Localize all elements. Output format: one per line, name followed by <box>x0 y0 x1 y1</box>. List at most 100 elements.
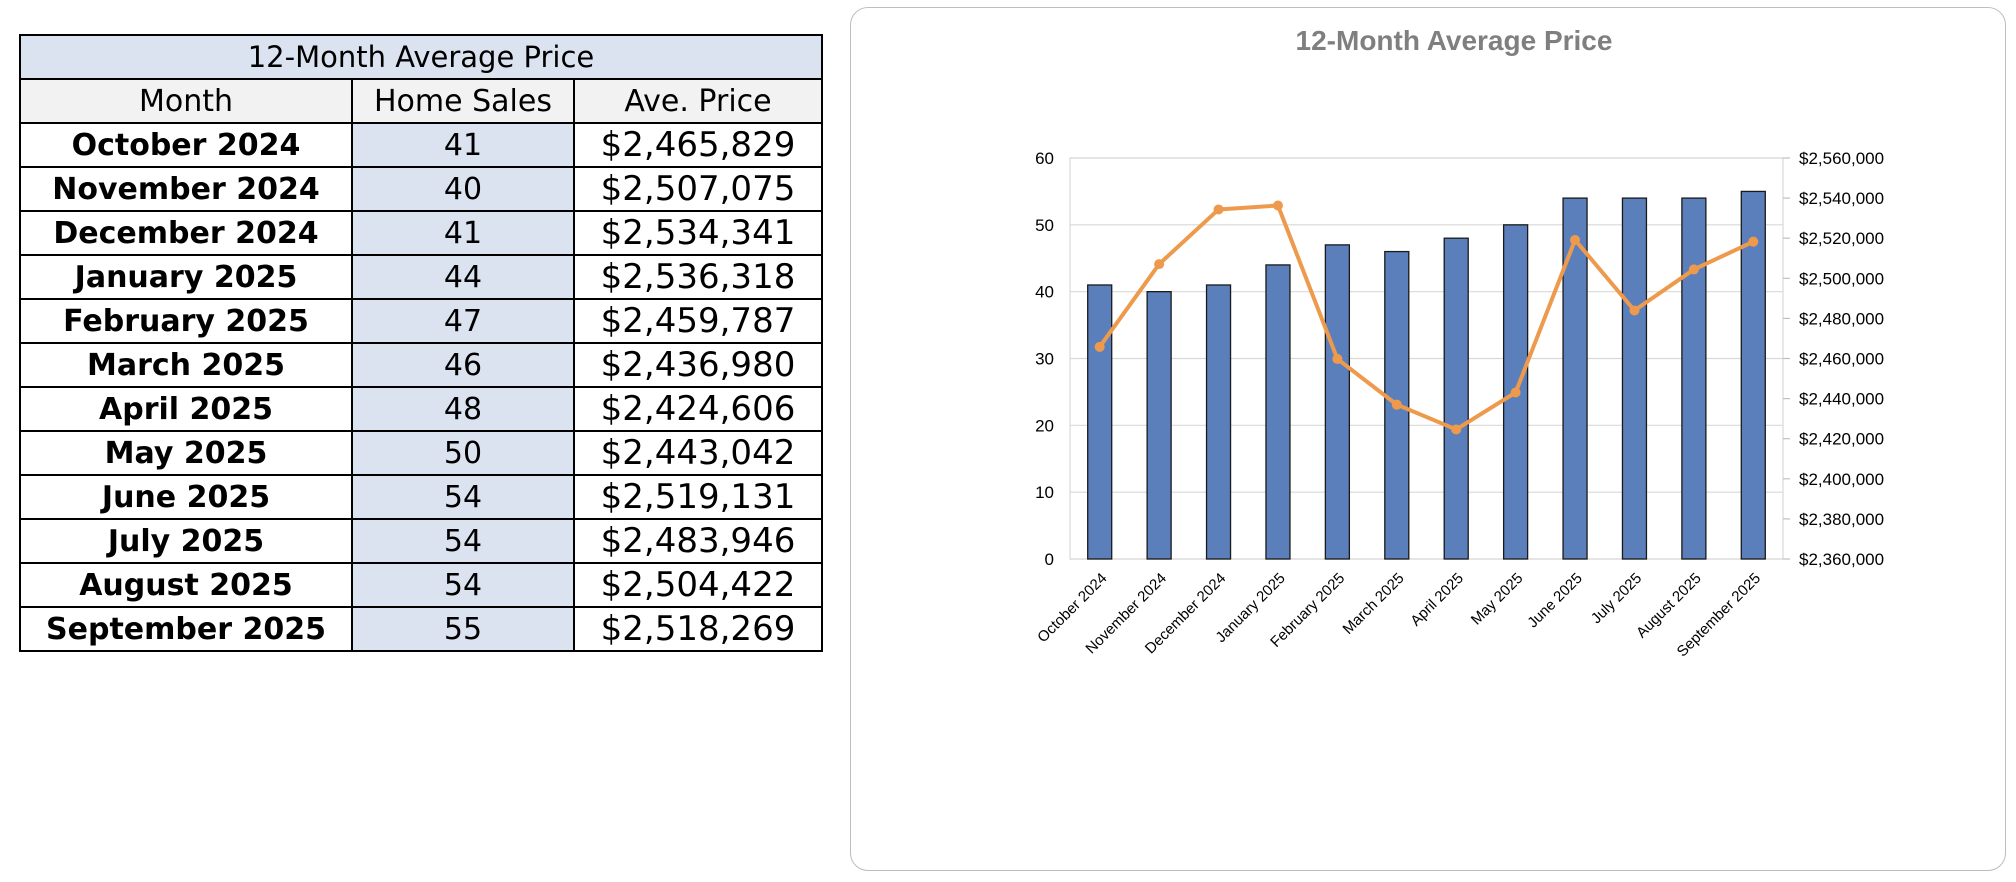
bar-home-sales <box>1324 244 1351 560</box>
table-row: October 2024 41 $2,465,829 <box>19 122 823 168</box>
y-right-tick-label: $2,380,000 <box>1799 510 1884 529</box>
point-ave-price <box>1748 236 1759 247</box>
month-cell: February 2025 <box>19 298 353 344</box>
y-left-tick-label: 30 <box>1035 350 1054 369</box>
point-ave-price <box>1688 264 1699 275</box>
ave-price-cell: $2,536,318 <box>573 254 823 300</box>
month-cell: June 2025 <box>19 474 353 520</box>
ave-price-cell: $2,424,606 <box>573 386 823 432</box>
y-right-tick-label: $2,500,000 <box>1799 269 1884 288</box>
bar-home-sales <box>1146 291 1172 560</box>
bar-home-sales <box>1621 197 1648 560</box>
table-row: July 2025 54 $2,483,946 <box>19 518 823 564</box>
point-ave-price <box>1570 234 1581 245</box>
y-left-tick-label: 20 <box>1035 416 1054 435</box>
ave-price-cell: $2,436,980 <box>573 342 823 388</box>
home-sales-cell: 54 <box>351 518 575 564</box>
y-right-tick-label: $2,400,000 <box>1799 470 1884 489</box>
y-left-tick-label: 40 <box>1035 283 1054 302</box>
bar-home-sales <box>1087 284 1113 560</box>
price-table: 12-Month Average Price Month Home Sales … <box>19 34 823 652</box>
point-ave-price <box>1213 204 1224 215</box>
bar-home-sales <box>1681 197 1707 560</box>
point-ave-price <box>1510 387 1521 398</box>
table-row: April 2025 48 $2,424,606 <box>19 386 823 432</box>
table-row: August 2025 54 $2,504,422 <box>19 562 823 608</box>
point-ave-price <box>1272 200 1283 211</box>
y-left-tick-label: 50 <box>1035 216 1054 235</box>
home-sales-cell: 40 <box>351 166 575 212</box>
home-sales-cell: 48 <box>351 386 575 432</box>
chart-title: 12-Month Average Price <box>1296 25 1613 56</box>
table-row: March 2025 46 $2,436,980 <box>19 342 823 388</box>
table-row: December 2024 41 $2,534,341 <box>19 210 823 256</box>
ave-price-cell: $2,534,341 <box>573 210 823 256</box>
point-ave-price <box>1154 259 1165 270</box>
point-ave-price <box>1391 399 1402 410</box>
ave-price-cell: $2,504,422 <box>573 562 823 608</box>
y-left-tick-label: 10 <box>1035 483 1054 502</box>
point-ave-price <box>1094 341 1105 352</box>
month-cell: August 2025 <box>19 562 353 608</box>
home-sales-cell: 54 <box>351 562 575 608</box>
ave-price-cell: $2,483,946 <box>573 518 823 564</box>
y-right-tick-label: $2,540,000 <box>1799 189 1884 208</box>
month-cell: July 2025 <box>19 518 353 564</box>
bar-home-sales <box>1443 237 1469 560</box>
y-right-tick-label: $2,520,000 <box>1799 229 1884 248</box>
x-tick-label: May 2025 <box>1468 570 1527 629</box>
home-sales-cell: 47 <box>351 298 575 344</box>
month-cell: December 2024 <box>19 210 353 256</box>
table-row: November 2024 40 $2,507,075 <box>19 166 823 212</box>
table-row: September 2025 55 $2,518,269 <box>19 606 823 652</box>
chart-panel: 12-Month Average Price 0 10 20 30 40 50 60 $2,3… <box>850 7 2006 871</box>
y-left-tick-label: 60 <box>1035 149 1054 168</box>
header-ave-price: Ave. Price <box>573 78 823 124</box>
month-cell: November 2024 <box>19 166 353 212</box>
x-tick-label: April 2025 <box>1407 570 1467 630</box>
ave-price-cell: $2,443,042 <box>573 430 823 476</box>
y-right-tick-label: $2,420,000 <box>1799 430 1884 449</box>
table-row: June 2025 54 $2,519,131 <box>19 474 823 520</box>
y-right-tick-label: $2,480,000 <box>1799 309 1884 328</box>
point-ave-price <box>1332 353 1343 364</box>
table-title: 12-Month Average Price <box>19 34 823 80</box>
y-left-tick-label: 0 <box>1045 550 1054 569</box>
table-row: January 2025 44 $2,536,318 <box>19 254 823 300</box>
bar-home-sales <box>1265 264 1291 560</box>
bar-home-sales <box>1740 190 1766 560</box>
y-right-tick-label: $2,360,000 <box>1799 550 1884 569</box>
home-sales-cell: 50 <box>351 430 575 476</box>
ave-price-cell: $2,519,131 <box>573 474 823 520</box>
point-ave-price <box>1451 424 1462 435</box>
ave-price-cell: $2,507,075 <box>573 166 823 212</box>
header-home-sales: Home Sales <box>351 78 575 124</box>
month-cell: September 2025 <box>19 606 353 652</box>
month-cell: March 2025 <box>19 342 353 388</box>
x-tick-label: March 2025 <box>1340 570 1408 638</box>
combo-chart: 12-Month Average Price 0 10 20 30 40 50 60 $2,3… <box>1034 25 1884 660</box>
month-cell: January 2025 <box>19 254 353 300</box>
table-row: May 2025 50 $2,443,042 <box>19 430 823 476</box>
line-ave-price <box>1098 203 1755 432</box>
month-cell: May 2025 <box>19 430 353 476</box>
month-cell: April 2025 <box>19 386 353 432</box>
home-sales-cell: 46 <box>351 342 575 388</box>
ave-price-cell: $2,459,787 <box>573 298 823 344</box>
ave-price-cell: $2,465,829 <box>573 122 823 168</box>
home-sales-cell: 41 <box>351 122 575 168</box>
month-cell: October 2024 <box>19 122 353 168</box>
ave-price-cell: $2,518,269 <box>573 606 823 652</box>
x-tick-label: July 2025 <box>1588 570 1645 627</box>
home-sales-cell: 54 <box>351 474 575 520</box>
x-tick-label: June 2025 <box>1524 570 1586 632</box>
y-right-tick-label: $2,460,000 <box>1799 350 1884 369</box>
home-sales-cell: 41 <box>351 210 575 256</box>
point-ave-price <box>1629 305 1640 316</box>
table-row: February 2025 47 $2,459,787 <box>19 298 823 344</box>
bar-home-sales <box>1205 284 1232 560</box>
home-sales-cell: 55 <box>351 606 575 652</box>
y-right-tick-label: $2,560,000 <box>1799 149 1884 168</box>
header-month: Month <box>19 78 353 124</box>
y-right-tick-label: $2,440,000 <box>1799 390 1884 409</box>
